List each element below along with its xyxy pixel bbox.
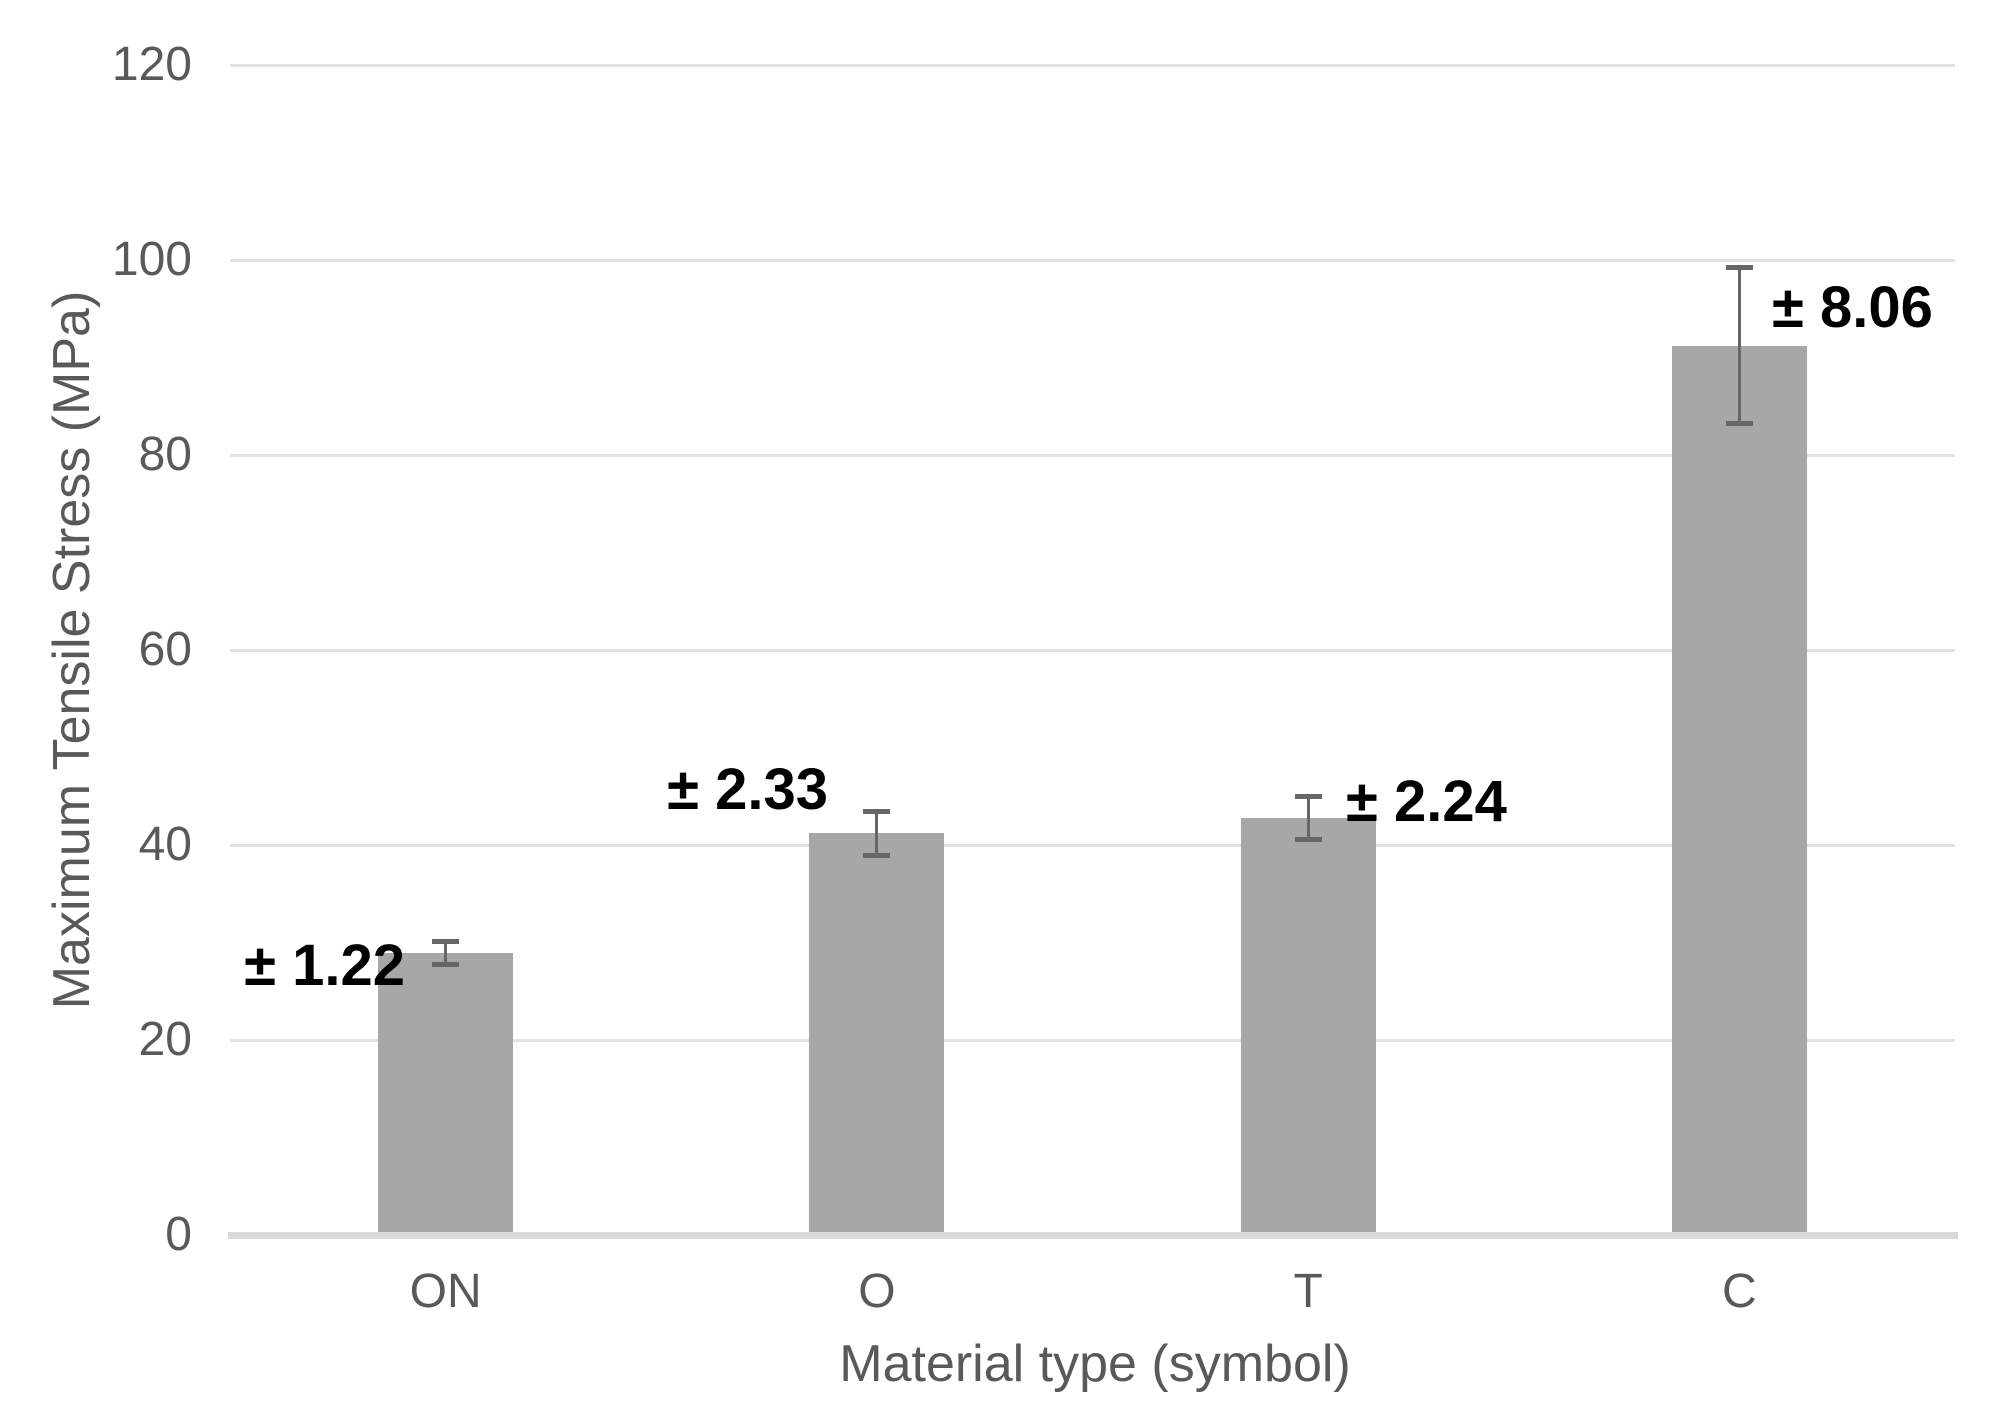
gridline <box>230 648 1955 652</box>
gridline <box>230 258 1955 262</box>
gridline <box>230 453 1955 457</box>
error-bar-line <box>444 941 448 966</box>
error-bar-cap-top <box>432 939 460 945</box>
error-bar-cap-bottom <box>863 853 891 859</box>
bar-c <box>1671 345 1807 1235</box>
y-tick-label: 0 <box>165 1208 192 1261</box>
error-bar-line <box>1737 267 1741 425</box>
error-value-label: ± 1.22 <box>244 933 405 998</box>
bar-o <box>809 833 945 1235</box>
y-tick-label: 120 <box>111 38 192 91</box>
x-axis-line <box>228 1232 1958 1239</box>
error-value-label: ± 8.06 <box>1772 275 1933 340</box>
y-tick-label: 60 <box>138 623 192 676</box>
error-bar-cap-top <box>1294 793 1322 799</box>
error-bar-cap-bottom <box>1294 836 1322 842</box>
y-tick-label: 20 <box>138 1013 192 1066</box>
x-axis-title: Material type (symbol) <box>839 1335 1351 1393</box>
x-category-label-o: O <box>858 1265 896 1318</box>
error-value-label: ± 2.33 <box>667 757 828 822</box>
x-category-label-t: T <box>1293 1265 1323 1318</box>
error-value-label: ± 2.24 <box>1346 769 1507 834</box>
bar-on <box>378 953 514 1235</box>
error-bar-line <box>1306 795 1310 840</box>
error-bar-cap-bottom <box>432 962 460 968</box>
x-category-label-c: C <box>1722 1265 1757 1318</box>
error-bar-cap-top <box>1725 265 1753 271</box>
error-bar-line <box>875 810 879 856</box>
bar-t <box>1240 817 1376 1235</box>
error-bar-cap-top <box>863 808 891 814</box>
error-bar-cap-bottom <box>1725 421 1753 427</box>
gridline <box>230 843 1955 847</box>
gridline <box>230 63 1955 67</box>
gridline <box>230 1038 1955 1042</box>
y-tick-label: 80 <box>138 428 192 481</box>
y-tick-label: 100 <box>111 233 192 286</box>
x-category-label-on: ON <box>409 1265 482 1318</box>
y-tick-label: 40 <box>138 818 192 871</box>
